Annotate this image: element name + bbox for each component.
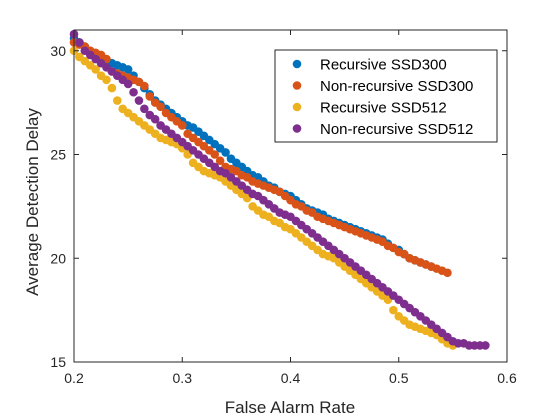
data-point xyxy=(177,121,187,130)
y-tick-label: 15 xyxy=(50,354,66,370)
series-4 xyxy=(69,29,490,350)
y-axis-label: Average Detection Delay xyxy=(23,108,42,296)
x-axis-label: False Alarm Rate xyxy=(225,398,355,417)
series-3 xyxy=(69,46,458,350)
data-point xyxy=(443,268,452,278)
legend-marker xyxy=(292,81,302,90)
data-point xyxy=(210,150,220,159)
x-tick-label: 0.2 xyxy=(64,370,84,386)
data-point xyxy=(145,92,155,101)
data-point xyxy=(215,156,225,166)
data-point xyxy=(91,65,100,74)
data-point xyxy=(150,114,160,124)
x-tick-label: 0.4 xyxy=(281,370,301,386)
legend-entry-label: Recursive SSD512 xyxy=(320,100,447,117)
data-point xyxy=(140,81,149,91)
legend-entry-label: Non-recursive SSD512 xyxy=(320,121,473,138)
data-point xyxy=(113,96,122,105)
data-point xyxy=(129,87,138,97)
legend-entry-label: Recursive SSD300 xyxy=(320,57,447,74)
data-point xyxy=(107,83,117,93)
y-tick-label: 25 xyxy=(50,147,66,163)
data-point xyxy=(140,104,149,114)
data-point xyxy=(123,79,133,89)
x-tick-label: 0.5 xyxy=(389,370,409,386)
data-point xyxy=(123,65,133,74)
data-point xyxy=(156,102,165,112)
y-tick-label: 20 xyxy=(50,250,66,266)
y-tick-label: 30 xyxy=(50,43,66,59)
legend-marker xyxy=(292,59,302,69)
data-point xyxy=(75,38,84,47)
legend-entry-label: Non-recursive SSD300 xyxy=(320,78,473,95)
data-point xyxy=(221,148,230,157)
legend-marker xyxy=(292,102,302,112)
data-point xyxy=(102,75,111,85)
axes: 0.2 0.3 0.4 0.5 0.6 15 20 25 30 xyxy=(50,29,517,386)
legend: Recursive SSD300 Non-recursive SSD300 Recu… xyxy=(274,49,498,143)
legend-box xyxy=(274,49,498,143)
data-points xyxy=(69,29,490,350)
data-point xyxy=(389,305,398,315)
data-point xyxy=(481,341,490,350)
x-tick-label: 0.3 xyxy=(173,370,193,386)
legend-marker xyxy=(292,124,302,133)
x-tick-label: 0.6 xyxy=(497,370,517,386)
data-point xyxy=(134,96,144,105)
